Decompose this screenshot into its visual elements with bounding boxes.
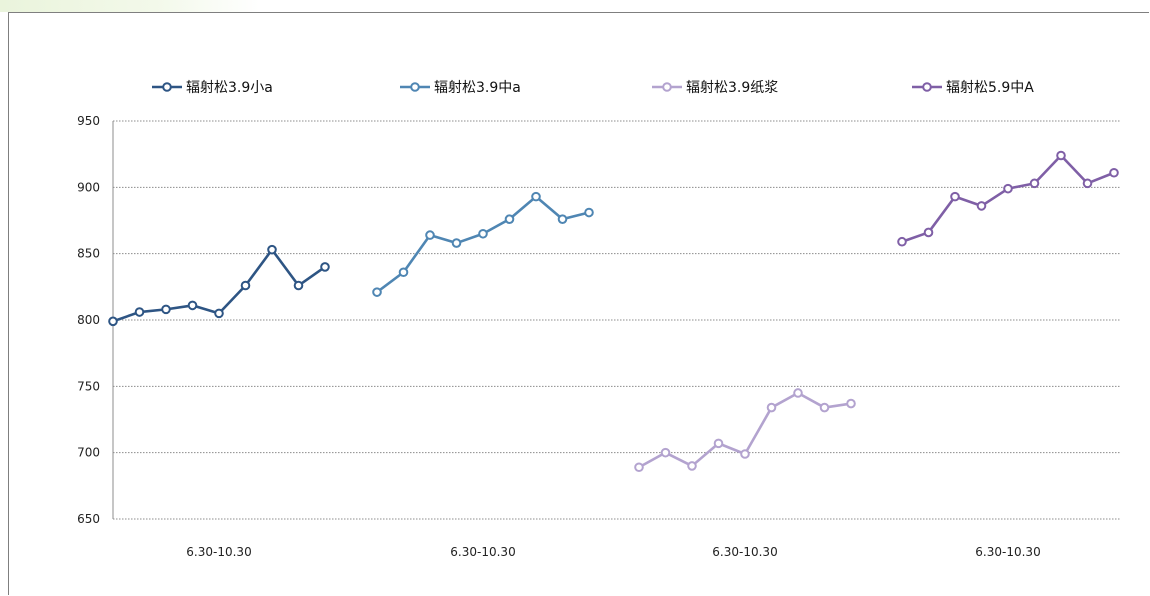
y-tick-label: 950 bbox=[77, 114, 100, 128]
grid-layer bbox=[113, 120, 1120, 520]
y-tick-label: 700 bbox=[77, 446, 100, 460]
data-point bbox=[108, 316, 118, 327]
data-point bbox=[766, 402, 777, 413]
data-point bbox=[134, 307, 145, 317]
legend-item-4: 辐射松5.9中A bbox=[912, 80, 1034, 96]
data-point bbox=[584, 207, 594, 218]
data-point bbox=[1003, 183, 1013, 194]
data-point bbox=[425, 230, 435, 240]
data-point bbox=[1082, 178, 1093, 189]
legend-marker bbox=[922, 82, 932, 92]
axis-layer: 650 700 750 800 850 900 950 6.30-10.30 6.30-10.3… bbox=[77, 114, 1041, 559]
y-tick-label: 900 bbox=[77, 180, 100, 194]
data-point bbox=[398, 267, 409, 278]
data-point bbox=[1109, 167, 1119, 178]
background-decoration bbox=[0, 0, 260, 12]
data-point bbox=[687, 461, 697, 471]
data-point bbox=[660, 447, 671, 458]
data-point bbox=[293, 280, 304, 291]
legend-marker bbox=[410, 82, 420, 92]
data-point bbox=[557, 214, 568, 224]
series-line bbox=[376, 195, 590, 294]
data-point bbox=[793, 388, 803, 398]
data-point bbox=[923, 227, 934, 238]
data-point bbox=[161, 304, 171, 315]
series-line bbox=[901, 154, 1115, 243]
data-point bbox=[267, 244, 277, 255]
legend-label: 辐射松3.9纸浆 bbox=[686, 80, 778, 96]
series-layer bbox=[108, 150, 1119, 473]
data-point bbox=[740, 449, 750, 459]
y-tick-label: 650 bbox=[77, 512, 100, 526]
legend-marker bbox=[162, 82, 172, 92]
x-category-label: 6.30-10.30 bbox=[712, 545, 777, 559]
data-point bbox=[1029, 178, 1040, 189]
data-point bbox=[897, 236, 907, 247]
data-point bbox=[1056, 150, 1066, 161]
legend-item-2: 辐射松3.9中a bbox=[400, 80, 521, 96]
data-point bbox=[372, 287, 382, 297]
legend-item-1: 辐射松3.9小a bbox=[152, 80, 273, 96]
series-3 bbox=[634, 388, 856, 473]
legend-item-3: 辐射松3.9纸浆 bbox=[652, 80, 778, 96]
x-category-label: 6.30-10.30 bbox=[186, 545, 251, 559]
y-tick-label: 850 bbox=[77, 247, 100, 261]
y-tick-label: 800 bbox=[77, 313, 100, 327]
data-point bbox=[819, 402, 830, 413]
legend-label: 辐射松3.9小a bbox=[186, 80, 273, 96]
legend: 辐射松3.9小a 辐射松3.9中a 辐射松3.9纸浆 辐射松5.9中A bbox=[152, 80, 1034, 96]
x-category-label: 6.30-10.30 bbox=[450, 545, 515, 559]
data-point bbox=[214, 308, 224, 319]
data-point bbox=[478, 228, 488, 239]
data-point bbox=[976, 201, 987, 211]
legend-label: 辐射松5.9中A bbox=[946, 80, 1034, 96]
data-point bbox=[187, 300, 198, 311]
chart-frame bbox=[8, 12, 1149, 595]
series-1 bbox=[108, 244, 330, 327]
data-point bbox=[634, 462, 644, 473]
data-point bbox=[504, 214, 515, 224]
y-tick-label: 750 bbox=[77, 379, 100, 393]
legend-label: 辐射松3.9中a bbox=[434, 80, 521, 96]
data-point bbox=[846, 398, 856, 409]
data-point bbox=[320, 262, 330, 272]
legend-marker bbox=[662, 82, 672, 92]
data-point bbox=[240, 280, 251, 291]
data-point bbox=[713, 438, 724, 449]
x-category-label: 6.30-10.30 bbox=[975, 545, 1040, 559]
series-2 bbox=[372, 191, 594, 297]
data-point bbox=[531, 191, 541, 202]
series-4 bbox=[897, 150, 1119, 247]
data-point bbox=[950, 191, 960, 202]
data-point bbox=[451, 238, 462, 248]
